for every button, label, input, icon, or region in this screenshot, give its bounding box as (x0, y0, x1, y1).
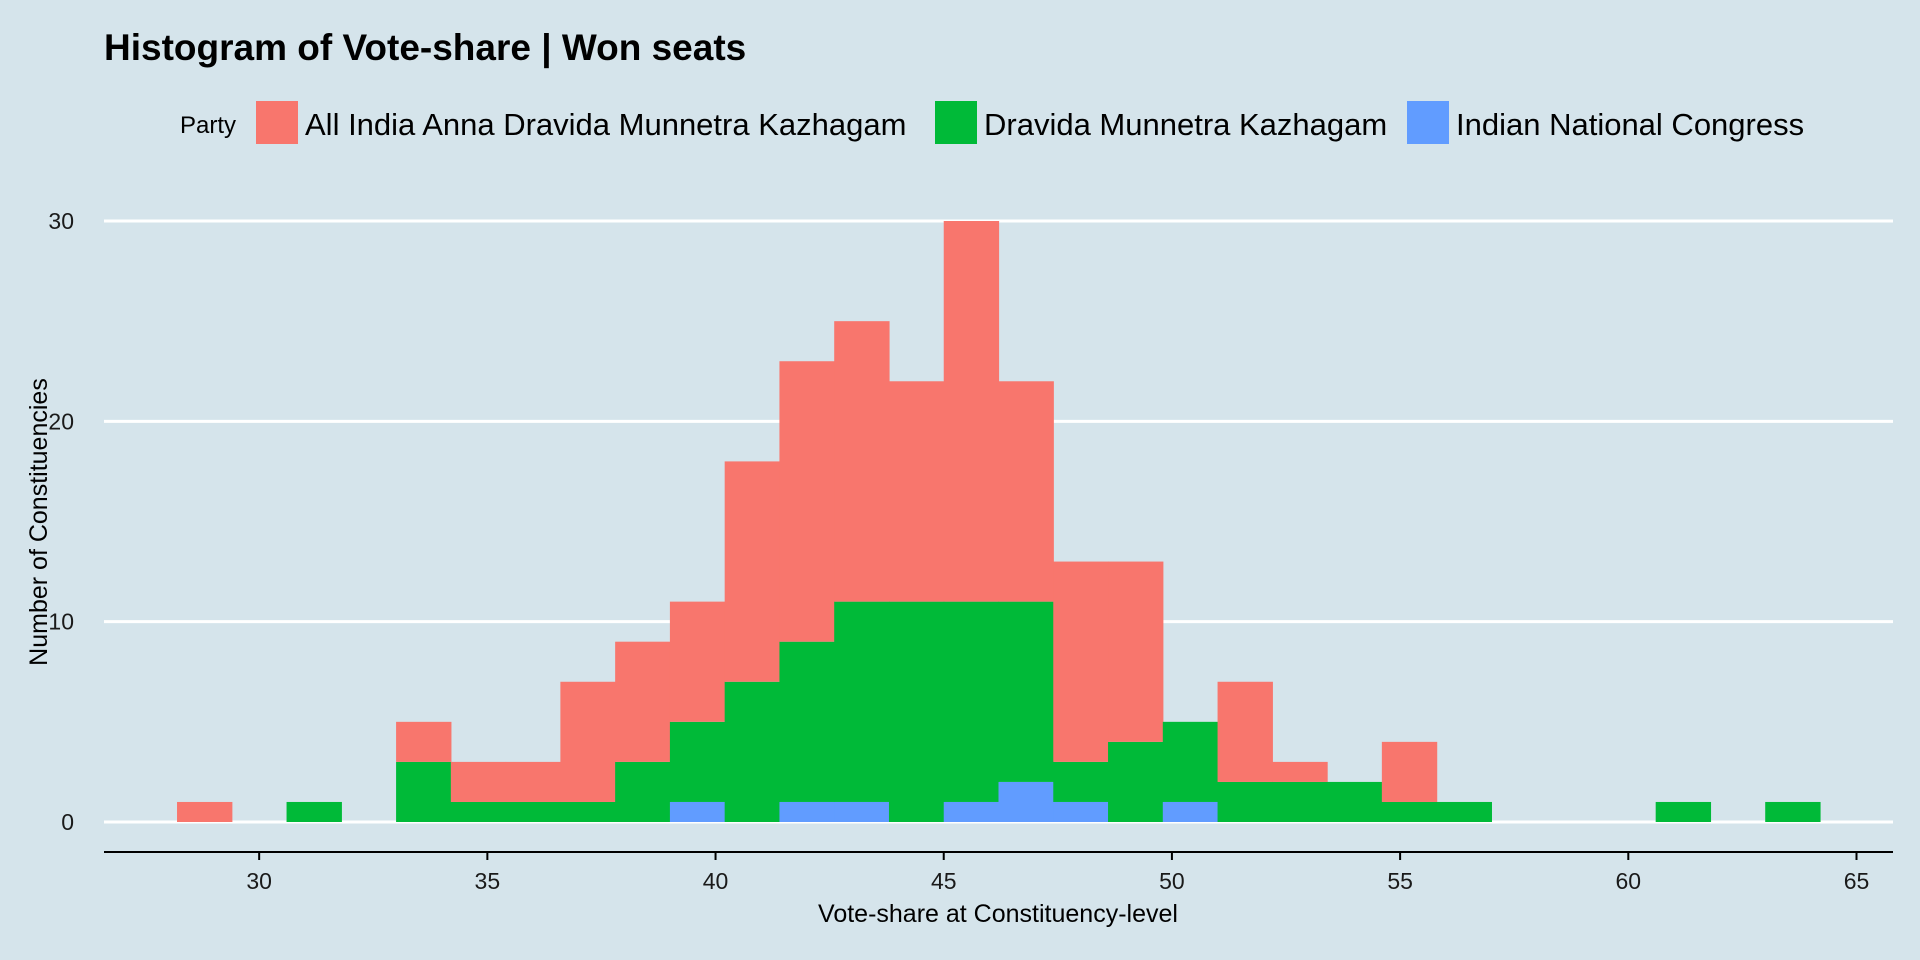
legend-swatch-aiadmk (256, 101, 298, 144)
x-tick-label-45: 45 (931, 868, 957, 894)
bar-aiadmk-bin-6 (505, 761, 561, 802)
x-tick-label-30: 30 (246, 868, 272, 894)
bar-inc-bin-11 (779, 801, 835, 822)
bar-dmk-bin-2 (286, 801, 342, 822)
bar-aiadmk-bin-14 (943, 221, 1000, 602)
bar-dmk-bin-11 (779, 641, 835, 802)
bar-aiadmk-bin-7 (560, 681, 616, 802)
legend-title: Party (180, 112, 236, 139)
bar-dmk-bin-23 (1436, 801, 1492, 822)
bar-dmk-bin-15 (998, 601, 1054, 782)
bar-dmk-bin-27 (1655, 801, 1712, 822)
bar-dmk-bin-12 (834, 601, 890, 802)
bar-dmk-bin-8 (615, 761, 671, 822)
bar-aiadmk-bin-10 (724, 461, 781, 682)
bar-dmk-bin-18 (1162, 721, 1219, 802)
bar-dmk-bin-13 (888, 601, 945, 822)
y-tick-label-0: 0 (61, 809, 74, 835)
bar-aiadmk-bin-20 (1272, 761, 1328, 782)
bar-aiadmk-bin-5 (450, 761, 507, 802)
bar-dmk-bin-17 (1108, 741, 1164, 822)
bar-inc-bin-12 (834, 801, 890, 822)
bar-dmk-bin-10 (724, 681, 781, 822)
x-tick-label-60: 60 (1616, 868, 1642, 894)
bar-aiadmk-bin-13 (888, 381, 945, 602)
x-tick-label-55: 55 (1387, 868, 1413, 894)
x-tick-label-35: 35 (475, 868, 501, 894)
legend-label-inc: Indian National Congress (1456, 107, 1804, 142)
bars (177, 221, 1821, 822)
bar-dmk-bin-21 (1327, 781, 1383, 822)
bar-inc-bin-16 (1053, 801, 1109, 822)
bar-aiadmk-bin-12 (834, 321, 890, 602)
bar-aiadmk-bin-15 (998, 381, 1054, 602)
bar-aiadmk-bin-11 (779, 361, 835, 642)
chart-title: Histogram of Vote-share | Won seats (104, 27, 746, 69)
bar-aiadmk-bin-9 (669, 601, 726, 722)
x-axis-title: Vote-share at Constituency-level (818, 900, 1178, 928)
bar-dmk-bin-5 (450, 801, 507, 822)
x-axis-ticks: 30 35 40 45 50 55 60 65 (246, 852, 1869, 894)
x-tick-label-40: 40 (703, 868, 729, 894)
legend: Party All India Anna Dravida Munnetra Ka… (180, 101, 1804, 144)
bar-aiadmk-bin-4 (396, 721, 452, 762)
bar-aiadmk-bin-16 (1053, 561, 1109, 762)
bar-inc-bin-9 (669, 801, 726, 822)
bar-dmk-bin-22 (1381, 801, 1438, 822)
bar-dmk-bin-29 (1765, 801, 1821, 822)
bar-dmk-bin-20 (1272, 781, 1328, 822)
bar-dmk-bin-7 (560, 801, 616, 822)
x-tick-label-65: 65 (1844, 868, 1870, 894)
legend-label-aiadmk: All India Anna Dravida Munnetra Kazhagam (305, 107, 906, 142)
legend-label-dmk: Dravida Munnetra Kazhagam (984, 107, 1387, 142)
bar-dmk-bin-16 (1053, 761, 1109, 802)
bar-dmk-bin-14 (943, 601, 1000, 802)
x-tick-label-50: 50 (1159, 868, 1185, 894)
bar-dmk-bin-6 (505, 801, 561, 822)
legend-swatch-inc (1407, 101, 1449, 144)
legend-swatch-dmk (935, 101, 977, 144)
bar-aiadmk-bin-8 (615, 641, 671, 762)
y-axis-title: Number of Constituencies (25, 378, 53, 666)
bar-aiadmk-bin-0 (177, 801, 233, 822)
y-tick-label-20: 20 (48, 408, 74, 434)
bar-dmk-bin-9 (669, 721, 726, 802)
bar-dmk-bin-4 (396, 761, 452, 822)
bar-aiadmk-bin-17 (1108, 561, 1164, 742)
bar-inc-bin-15 (998, 781, 1054, 822)
y-tick-label-30: 30 (48, 208, 74, 234)
bar-dmk-bin-19 (1217, 781, 1273, 822)
bar-aiadmk-bin-22 (1381, 741, 1438, 802)
y-axis-ticks: 0 10 20 30 (48, 208, 74, 835)
bar-inc-bin-14 (943, 801, 1000, 822)
y-tick-label-10: 10 (48, 609, 74, 635)
bar-aiadmk-bin-19 (1217, 681, 1273, 782)
bar-inc-bin-18 (1162, 801, 1219, 822)
